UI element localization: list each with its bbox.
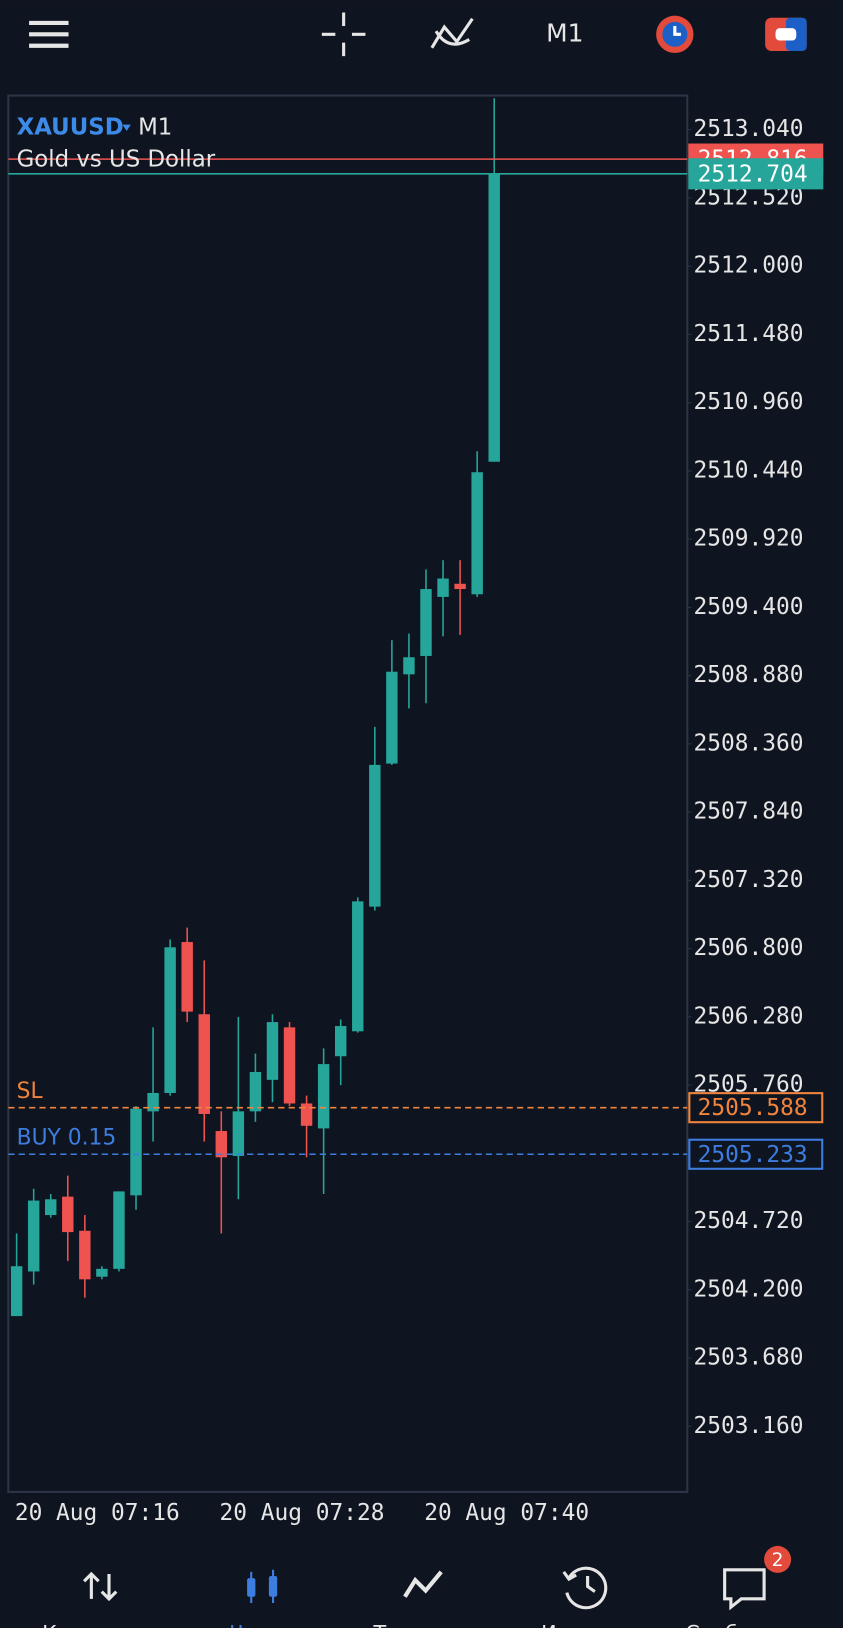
candle-body xyxy=(437,578,449,597)
chart: 2513.0402512.5202512.0002511.4802510.960… xyxy=(8,98,824,1526)
candle-body xyxy=(198,1014,210,1114)
candle-body xyxy=(266,1022,279,1080)
candle-body xyxy=(334,1026,347,1057)
nav-label[interactable]: Сообщения xyxy=(685,1621,810,1628)
candle-body xyxy=(403,657,415,675)
x-tick-label: 20 Aug 07:40 xyxy=(424,1500,589,1526)
price-line-label: BUY 0.15 xyxy=(17,1126,117,1151)
y-tick-label: 2507.320 xyxy=(694,867,804,893)
y-tick-label: 2512.000 xyxy=(694,253,804,279)
candle-body xyxy=(283,1027,296,1104)
badge xyxy=(764,1545,792,1573)
price-box-label: 2505.588 xyxy=(698,1095,808,1121)
y-tick-label: 2503.160 xyxy=(694,1413,804,1439)
y-tick-label: 2510.960 xyxy=(694,389,804,415)
candle-body xyxy=(352,901,364,1032)
trade-clock-button[interactable] xyxy=(656,15,694,54)
nav-charts-icon[interactable] xyxy=(247,1569,278,1604)
candle-body xyxy=(96,1268,108,1277)
candle-body xyxy=(420,589,432,656)
badge-count: 2 xyxy=(772,1550,784,1571)
x-tick-label: 20 Aug 07:28 xyxy=(220,1500,385,1526)
y-tick-label: 2506.800 xyxy=(694,935,804,961)
y-tick-label: 2511.480 xyxy=(694,321,804,347)
nav-trade-icon[interactable] xyxy=(403,1570,443,1598)
indicators-button[interactable] xyxy=(430,17,474,49)
price-box xyxy=(688,1092,824,1124)
symbol[interactable]: XAUUSD xyxy=(17,114,124,140)
candle-body xyxy=(45,1199,57,1216)
nav-label[interactable]: Котировки xyxy=(42,1621,159,1628)
candle-body xyxy=(130,1108,142,1196)
candle-body xyxy=(317,1064,330,1129)
y-tick-label: 2504.200 xyxy=(694,1276,804,1302)
y-tick-label: 2509.400 xyxy=(694,594,804,620)
candle-body xyxy=(232,1111,245,1156)
nav-label[interactable]: Торговля xyxy=(373,1621,474,1628)
symbol-description: Gold vs US Dollar xyxy=(17,146,216,172)
timeframe-button[interactable]: M1 xyxy=(546,18,583,47)
candle-body xyxy=(249,1071,262,1112)
price-box-label: 2512.704 xyxy=(698,161,808,187)
x-tick-label: 20 Aug 07:16 xyxy=(15,1500,180,1526)
candle-body xyxy=(10,1266,23,1317)
symbol-dropdown[interactable] xyxy=(122,124,131,131)
chart-timeframe: M1 xyxy=(138,114,172,140)
candle-body xyxy=(215,1131,228,1158)
y-tick-label: 2508.360 xyxy=(694,730,804,756)
y-tick-label: 2513.040 xyxy=(694,116,804,142)
nav-quotes-icon[interactable] xyxy=(82,1571,118,1602)
candle-body xyxy=(300,1103,313,1126)
candle-body xyxy=(454,583,466,590)
price-box xyxy=(688,1138,824,1170)
candle-body xyxy=(471,472,483,595)
nav-history-icon[interactable] xyxy=(562,1566,608,1610)
candle-body xyxy=(369,764,381,907)
y-tick-label: 2508.880 xyxy=(694,662,804,688)
crosshair-button[interactable] xyxy=(321,12,366,57)
menu-button[interactable] xyxy=(29,20,69,48)
candle-body xyxy=(62,1196,74,1233)
y-tick-label: 2504.720 xyxy=(694,1208,804,1234)
y-tick-label: 2506.280 xyxy=(694,1003,804,1029)
candle-body xyxy=(113,1191,125,1269)
one-click-button[interactable] xyxy=(765,17,807,51)
candle-body xyxy=(488,173,500,462)
plot-frame xyxy=(7,94,689,1493)
y-tick-label: 2509.920 xyxy=(694,526,804,552)
y-tick-label: 2510.440 xyxy=(694,457,804,483)
candle-body xyxy=(79,1230,91,1280)
candle-body xyxy=(27,1200,40,1272)
y-tick-label: 2507.840 xyxy=(694,799,804,825)
nav-label[interactable]: Чарты xyxy=(229,1621,298,1628)
candle-body xyxy=(181,942,193,1012)
price-box xyxy=(688,158,824,190)
candle-body xyxy=(164,947,176,1093)
nav-messages-icon[interactable] xyxy=(723,1568,766,1611)
nav-label[interactable]: История xyxy=(541,1621,632,1628)
y-tick-label: 2503.680 xyxy=(694,1345,804,1371)
candle-body xyxy=(386,671,398,764)
candle-body xyxy=(147,1092,159,1112)
price-line-label: SL xyxy=(17,1079,44,1104)
price-box-label: 2505.233 xyxy=(698,1142,808,1168)
